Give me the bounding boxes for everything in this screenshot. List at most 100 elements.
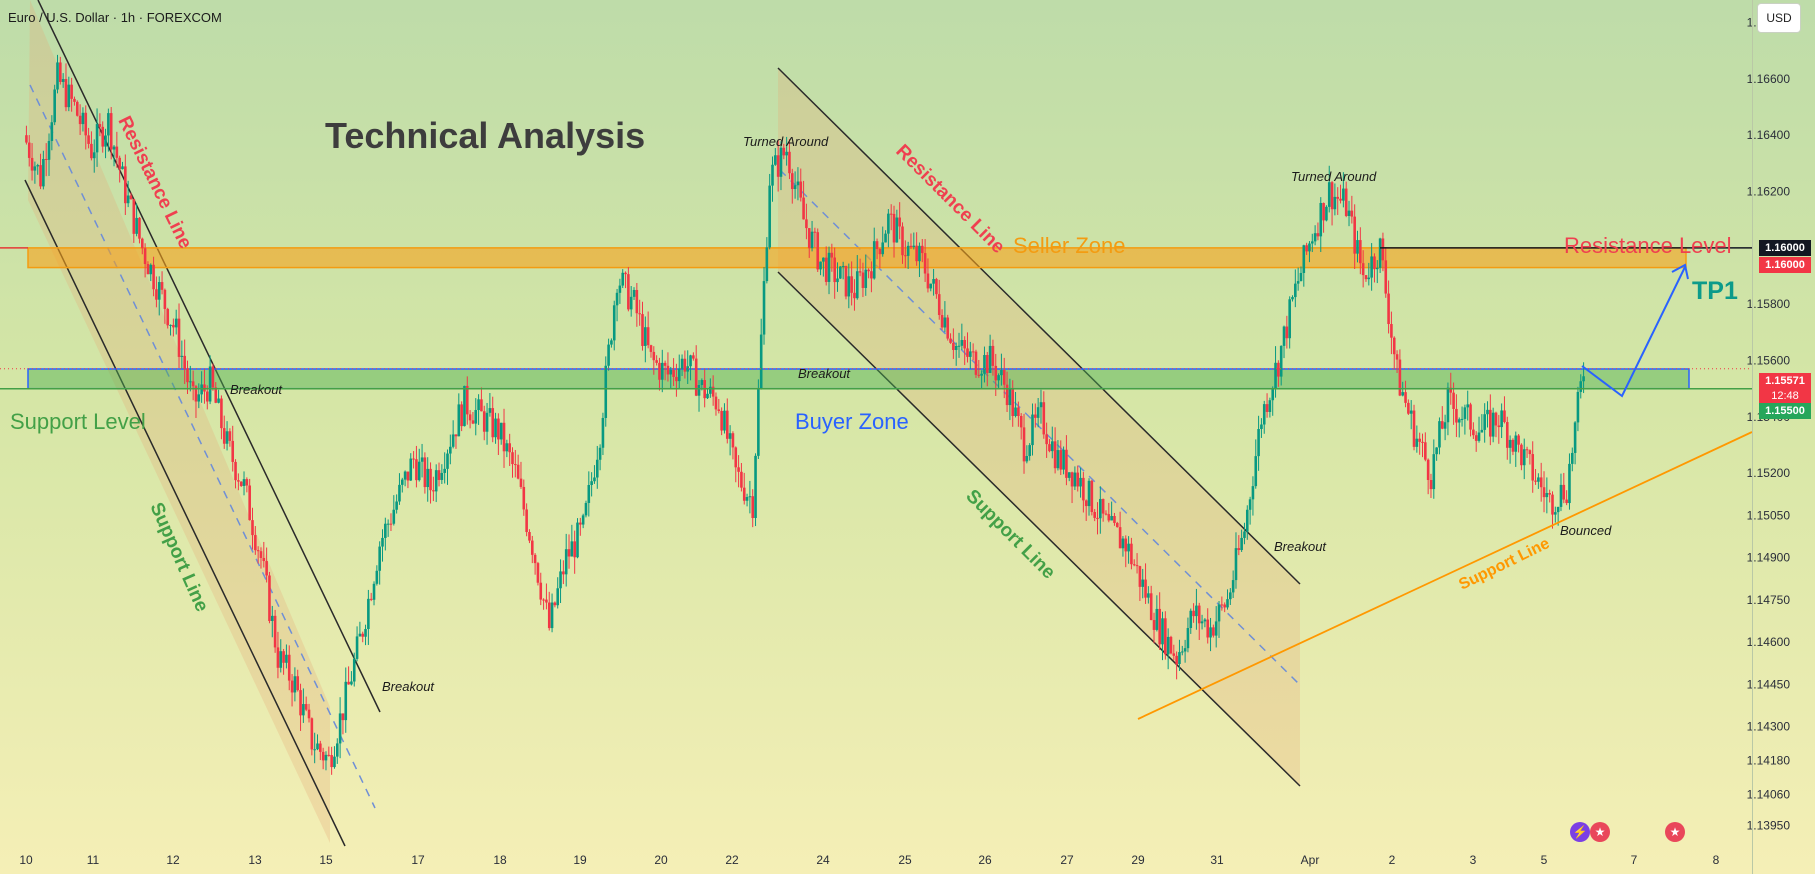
candle-body [994,365,998,381]
channels-layer [24,0,1301,847]
candle-body [1271,388,1275,401]
candle-body [1330,182,1334,210]
candle-body [799,181,803,198]
us-flag-icon[interactable]: ★ [1590,822,1610,842]
x-tick-label: 29 [1131,853,1145,867]
candle-body [1090,480,1094,513]
price-axis-separator [1752,0,1753,874]
candle-body [1316,233,1320,237]
candle-body [256,550,260,552]
candle-body [1421,441,1424,443]
y-tick-label: 1.16200 [1747,185,1791,199]
candle-body [1082,477,1085,501]
candle-body [892,213,896,243]
candle-body [782,147,786,156]
candle-body [135,217,138,234]
candle-body [1483,414,1486,430]
candle-body [528,532,531,541]
candle-body [290,680,294,693]
channel-1-midline [29,84,376,809]
candle-body [152,264,155,290]
candle-body [790,173,794,190]
candle-body [1214,621,1218,636]
candle-body [1387,293,1390,325]
candle-body [923,253,927,274]
candle-body [723,410,726,431]
candle-body [567,549,571,557]
candle-body [971,351,975,353]
candle-body [355,636,359,659]
candle-body [974,351,978,375]
candle-body [440,472,444,480]
candle-body [92,152,96,159]
candle-body [296,676,300,691]
symbol-header: Euro / U.S. Dollar · 1h · FOREXCOM [8,10,222,25]
candle-body [1011,387,1015,417]
seller-zone-label: Seller Zone [1013,233,1126,258]
candle-body [519,478,523,487]
candle-body [1107,514,1111,521]
us-flag-icon-2[interactable]: ★ [1665,822,1685,842]
candle-body [508,443,511,453]
y-tick-label: 1.14750 [1747,593,1791,607]
candle-body [1110,516,1113,521]
candle-body [327,754,331,756]
candle-body [895,217,899,243]
candle-body [1375,267,1379,270]
channel-1-lower-line [24,179,346,847]
candle-body [957,345,961,347]
candle-body [1121,538,1125,549]
candle-body [384,523,387,538]
y-tick-label: 1.15800 [1747,297,1791,311]
resistance-level-label: Resistance Level [1564,233,1732,258]
candle-body [225,431,229,444]
candle-body [706,393,709,399]
x-tick-label: 19 [573,853,587,867]
candle-body [511,452,514,465]
candle-body [30,157,34,171]
candle-body [1243,531,1246,538]
candle-body [672,370,675,377]
candle-body [480,399,483,412]
projection-path [1581,266,1686,398]
x-tick-label: 17 [411,853,425,867]
candle-body [426,468,430,488]
candle-body [1288,299,1291,339]
candle-body [412,458,415,460]
candle-body [1474,435,1478,441]
candle-body [1398,359,1402,396]
candle-body [980,373,983,376]
y-tick-label: 1.16400 [1747,128,1791,142]
candle-body [1313,233,1317,242]
candle-body [1076,472,1080,487]
candle-body [745,497,749,501]
candle-body [443,468,446,473]
candle-body [844,265,848,297]
candle-body [796,181,800,186]
candle-body [638,313,641,315]
candle-body [615,292,619,306]
lightning-icon[interactable]: ⚡ [1570,822,1590,842]
candle-body [406,471,410,481]
candle-body [1059,450,1063,470]
candle-body [898,217,901,227]
candle-body [827,252,831,282]
candle-body [1344,188,1348,216]
candle-body [1158,608,1161,645]
candle-body [39,165,42,187]
candle-body [1531,454,1535,481]
candle-body [858,271,862,273]
candle-body [1130,543,1133,565]
candle-body [649,345,653,352]
currency-button[interactable]: USD [1757,3,1801,33]
candle-body [183,355,186,369]
x-tick-label: 12 [166,853,180,867]
candle-body [514,464,517,466]
candle-body [1099,498,1102,519]
y-tick-label: 1.13950 [1747,818,1791,832]
candle-body [268,575,271,621]
candle-body [1034,414,1037,418]
candle-body [717,409,721,412]
channel-1-upper-line [37,0,381,713]
